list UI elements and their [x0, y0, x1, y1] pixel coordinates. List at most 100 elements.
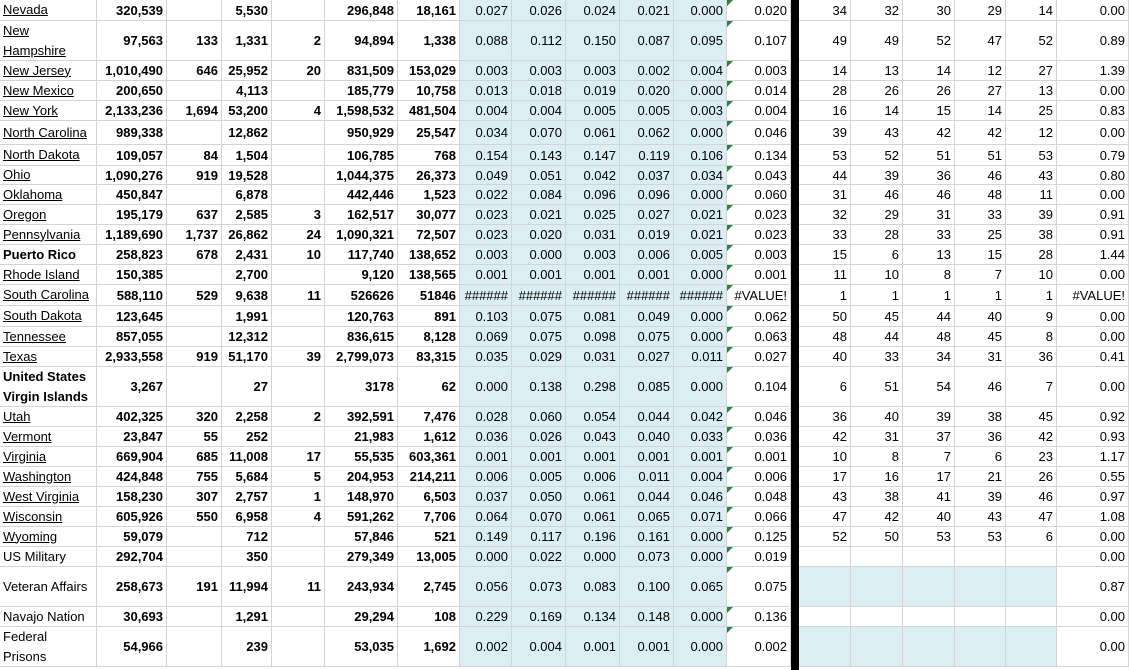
cell: 0.001: [727, 265, 791, 285]
cell-text: 0.005: [583, 103, 616, 118]
cell-text: 0.006: [583, 469, 616, 484]
row-label[interactable]: New Jersey: [0, 61, 97, 81]
cell-text: Pennsylvania: [3, 226, 81, 242]
row-label[interactable]: North Carolina: [0, 121, 97, 145]
cell: 42: [955, 121, 1006, 145]
cell-text: 0.004: [754, 103, 787, 118]
row-label[interactable]: New York: [0, 101, 97, 121]
cell-text: 38: [884, 489, 899, 504]
row-label[interactable]: Oregon: [0, 205, 97, 225]
row-label[interactable]: South Carolina: [0, 285, 97, 306]
cell-text: 919: [196, 349, 218, 364]
cell: 0.064: [460, 507, 512, 527]
cell-text: 106,785: [347, 147, 394, 163]
cell-text: 0.060: [754, 187, 787, 202]
cell-text: North Dakota: [3, 147, 80, 162]
cell-text: 46: [987, 167, 1002, 183]
cell-text: 0.019: [583, 83, 616, 98]
cell-text: 0.056: [475, 579, 508, 594]
cell: 46: [955, 166, 1006, 185]
cell-text: 591,262: [347, 509, 394, 524]
cell: 402,325: [97, 407, 167, 427]
cell-text: 0.001: [754, 267, 787, 282]
cell-text: 10: [884, 267, 899, 282]
cell-text: 15: [936, 103, 951, 118]
cell: 14: [903, 61, 955, 81]
cell-text: 0.149: [475, 529, 508, 544]
cell: 53: [903, 527, 955, 547]
row-label[interactable]: New Mexico: [0, 81, 97, 101]
row-label[interactable]: Oklahoma: [0, 185, 97, 205]
cell-text: 8: [891, 449, 899, 464]
cell-text: 40: [936, 509, 951, 524]
cell: 0.020: [727, 0, 791, 21]
cell-text: 9,638: [235, 287, 268, 303]
cell-text: 0.027: [475, 2, 508, 18]
cell: [272, 527, 325, 547]
cell-text: 0.000: [583, 549, 616, 564]
cell-text: 44: [832, 167, 847, 183]
row-label[interactable]: Nevada: [0, 0, 97, 21]
cell: 6,958: [222, 507, 272, 527]
row-label[interactable]: Pennsylvania: [0, 225, 97, 245]
cell-text: 133: [196, 33, 218, 48]
row-label[interactable]: Texas: [0, 347, 97, 367]
cell: 13,005: [398, 547, 460, 567]
cell-text: 2,431: [235, 247, 268, 262]
cell: 8,128: [398, 327, 460, 347]
row-label[interactable]: South Dakota: [0, 306, 97, 327]
cell: 0.046: [727, 121, 791, 145]
cell: 47: [799, 507, 851, 527]
cell: 4,113: [222, 81, 272, 101]
cell: [167, 81, 222, 101]
cell-text: 1,991: [235, 308, 268, 324]
cell: 39: [903, 407, 955, 427]
cell: [1006, 567, 1057, 607]
cell-text: 320,539: [116, 2, 163, 18]
row-label[interactable]: Ohio: [0, 166, 97, 185]
cell-text: 307: [196, 489, 218, 504]
cell-text: 40: [884, 409, 899, 424]
cell: 138,565: [398, 265, 460, 285]
cell: 1,523: [398, 185, 460, 205]
cell-text: 83,315: [416, 349, 456, 364]
cell: 33: [799, 225, 851, 245]
cell: 0.00: [1057, 547, 1129, 567]
row-label[interactable]: Vermont: [0, 427, 97, 447]
cell-text: 0.023: [475, 227, 508, 242]
cell-text: 2,799,073: [336, 349, 394, 364]
cell-text: 0.061: [583, 125, 616, 140]
cell-text: 0.044: [637, 409, 670, 424]
row-label[interactable]: Rhode Island: [0, 265, 97, 285]
cell: 40: [851, 407, 903, 427]
row-label[interactable]: North Dakota: [0, 145, 97, 166]
cell-text: 0.023: [754, 207, 787, 222]
cell-text: 52: [1038, 33, 1053, 48]
cell: 41: [903, 487, 955, 507]
row-label[interactable]: New Hampshire: [0, 21, 97, 61]
cell: 0.000: [674, 121, 727, 145]
cell: [272, 81, 325, 101]
row-label[interactable]: Wyoming: [0, 527, 97, 547]
cell-text: 4: [313, 103, 321, 118]
cell-text: New Hampshire: [3, 22, 66, 58]
row-label: Puerto Rico: [0, 245, 97, 265]
row-label[interactable]: Washington: [0, 467, 97, 487]
cell-text: 0.003: [583, 63, 616, 78]
row-label[interactable]: Wisconsin: [0, 507, 97, 527]
cell-text: 1,331: [235, 33, 268, 48]
cell: 0.104: [727, 367, 791, 407]
cell: 0.031: [566, 225, 620, 245]
cell: 0.00: [1057, 527, 1129, 547]
row-label[interactable]: West Virginia: [0, 487, 97, 507]
cell: 0.002: [620, 61, 674, 81]
cell: 0.003: [460, 61, 512, 81]
cell: [167, 547, 222, 567]
row-label[interactable]: Tennessee: [0, 327, 97, 347]
row-label[interactable]: Utah: [0, 407, 97, 427]
cell-text: 1.08: [1099, 509, 1125, 524]
cell: 6: [799, 367, 851, 407]
cell: [167, 327, 222, 347]
cell-text: 2,133,236: [105, 103, 163, 118]
row-label[interactable]: Virginia: [0, 447, 97, 467]
